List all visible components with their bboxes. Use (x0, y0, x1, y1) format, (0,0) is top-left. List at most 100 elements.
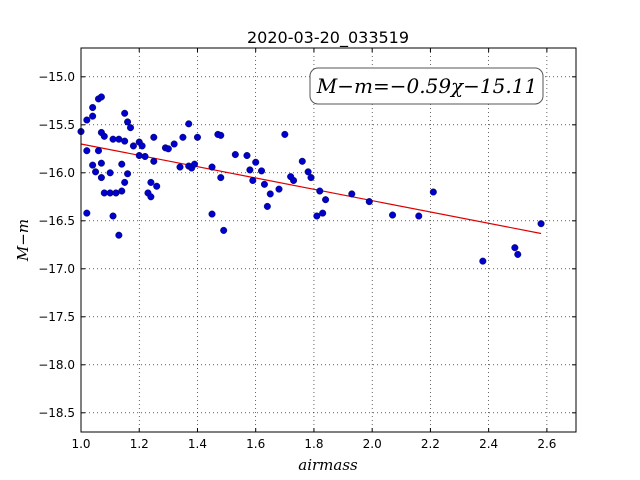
data-point (97, 93, 105, 101)
data-point (147, 178, 155, 186)
data-point (208, 210, 216, 218)
data-point (231, 151, 239, 159)
data-point (118, 187, 126, 195)
data-point (89, 112, 97, 120)
data-point (429, 188, 437, 196)
y-axis-label: M−m (14, 219, 32, 262)
x-tick-labels: 1.0 1.2 1.4 1.6 1.8 2.0 2.2 2.4 2.6 (71, 437, 556, 451)
data-point (208, 163, 216, 171)
x-tick-label: 1.2 (130, 437, 149, 451)
data-point (83, 147, 91, 155)
y-tick-label: −18.0 (38, 358, 75, 372)
data-point (298, 157, 306, 165)
data-point (97, 159, 105, 167)
data-point (121, 178, 129, 186)
data-point (537, 220, 545, 228)
data-point (147, 193, 155, 201)
fit-line-layer (80, 143, 542, 235)
data-point (138, 142, 146, 150)
data-point (185, 120, 193, 128)
data-point (249, 176, 257, 184)
data-point (124, 170, 132, 178)
data-point (260, 180, 268, 188)
fit-equation-text: M−m=−0.59χ−15.11 (316, 74, 537, 98)
data-point (121, 137, 129, 145)
data-point (106, 169, 114, 177)
chart-title: 2020-03-20_033519 (247, 28, 409, 48)
data-point (150, 133, 158, 141)
x-tick-label: 2.0 (363, 437, 382, 451)
data-point (94, 147, 102, 155)
data-point (176, 163, 184, 171)
data-point (112, 189, 120, 197)
data-point (150, 157, 158, 165)
data-point (115, 231, 123, 239)
axis-ticks (80, 48, 576, 432)
y-tick-label: −17.5 (38, 310, 75, 324)
data-point (170, 140, 178, 148)
data-point (97, 174, 105, 182)
data-point (319, 209, 327, 217)
plot-area (81, 48, 576, 432)
plot-frame (80, 47, 577, 433)
grid-lines (80, 48, 576, 432)
data-point (348, 190, 356, 198)
data-point (100, 132, 108, 140)
data-point (511, 244, 519, 252)
data-point (479, 257, 487, 265)
data-point (153, 182, 161, 190)
data-point (243, 152, 251, 160)
y-tick-labels: −15.0 −15.5 −16.0 −16.5 −17.0 −17.5 −18.0 −18.5 (38, 70, 75, 420)
data-point (83, 116, 91, 124)
data-point (124, 118, 132, 126)
data-point (389, 211, 397, 219)
data-point (258, 167, 266, 175)
data-point (89, 161, 97, 169)
x-tick-label: 1.8 (304, 437, 323, 451)
data-point (141, 152, 149, 160)
data-point (121, 109, 129, 117)
x-tick-label: 1.4 (188, 437, 207, 451)
data-point (263, 202, 271, 210)
data-point (109, 212, 117, 220)
data-point (365, 198, 373, 206)
data-point (100, 189, 108, 197)
data-point (83, 209, 91, 217)
data-point (193, 133, 201, 141)
equation-box-frame (309, 67, 544, 105)
data-point (252, 158, 260, 166)
data-point (220, 226, 228, 234)
data-point (316, 187, 324, 195)
data-point (415, 212, 423, 220)
data-point (266, 190, 274, 198)
data-point (217, 131, 225, 139)
data-point (129, 142, 137, 150)
data-point (246, 166, 254, 174)
data-point (126, 124, 134, 132)
data-point (275, 185, 283, 193)
data-point (115, 135, 123, 143)
data-point (304, 168, 312, 176)
y-tick-label: −17.0 (38, 262, 75, 276)
data-point (118, 160, 126, 168)
data-point (179, 133, 187, 141)
fit-equation-box: M−m=−0.59χ−15.11 (309, 67, 544, 105)
data-point (322, 196, 330, 204)
data-points (77, 93, 545, 265)
y-tick-label: −16.5 (38, 214, 75, 228)
data-point (313, 212, 321, 220)
fit-line (80, 143, 542, 235)
x-tick-label: 2.4 (479, 437, 498, 451)
data-point (307, 174, 315, 182)
data-point (106, 189, 114, 197)
data-point (135, 152, 143, 160)
y-tick-label: −15.0 (38, 70, 75, 84)
x-tick-label: 1.6 (246, 437, 265, 451)
data-point (281, 130, 289, 138)
y-tick-label: −15.5 (38, 118, 75, 132)
x-tick-label: 2.2 (421, 437, 440, 451)
y-tick-label: −16.0 (38, 166, 75, 180)
data-point (89, 104, 97, 112)
x-tick-label: 1.0 (71, 437, 90, 451)
